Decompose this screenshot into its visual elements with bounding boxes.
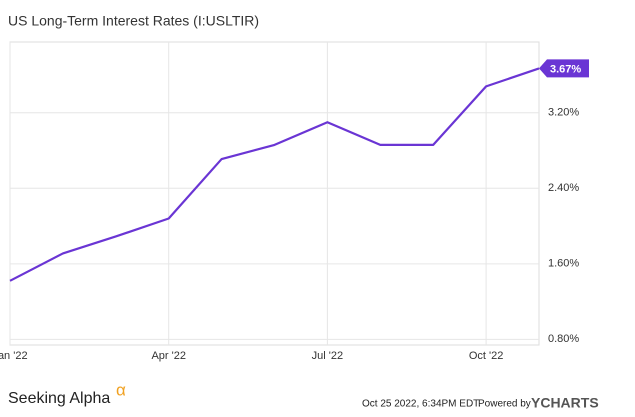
y-tick-label: 2.40% xyxy=(548,182,579,194)
x-tick-label: Jul '22 xyxy=(312,350,343,362)
timestamp: Oct 25 2022, 6:34PM EDT. xyxy=(362,399,481,410)
brand-mark: α xyxy=(116,380,126,399)
x-tick-label: Oct '22 xyxy=(469,350,504,362)
line xyxy=(9,67,540,282)
provider: YCHARTS xyxy=(531,395,599,411)
y-tick-label: 0.80% xyxy=(548,333,579,345)
x-tick-label: Apr '22 xyxy=(151,350,186,362)
chart-title: US Long-Term Interest Rates (I:USLTIR) xyxy=(8,13,259,29)
plot-frame xyxy=(9,41,540,346)
brand: Seeking Alpha xyxy=(8,390,110,407)
powered-by: Powered by xyxy=(478,399,531,410)
value-tag xyxy=(539,59,589,78)
y-tick-label: 1.60% xyxy=(548,258,579,270)
y-tick-label: 3.20% xyxy=(548,107,579,119)
x-tick-label: Jan '22 xyxy=(0,350,28,362)
value-label: 3.67% xyxy=(550,63,581,75)
